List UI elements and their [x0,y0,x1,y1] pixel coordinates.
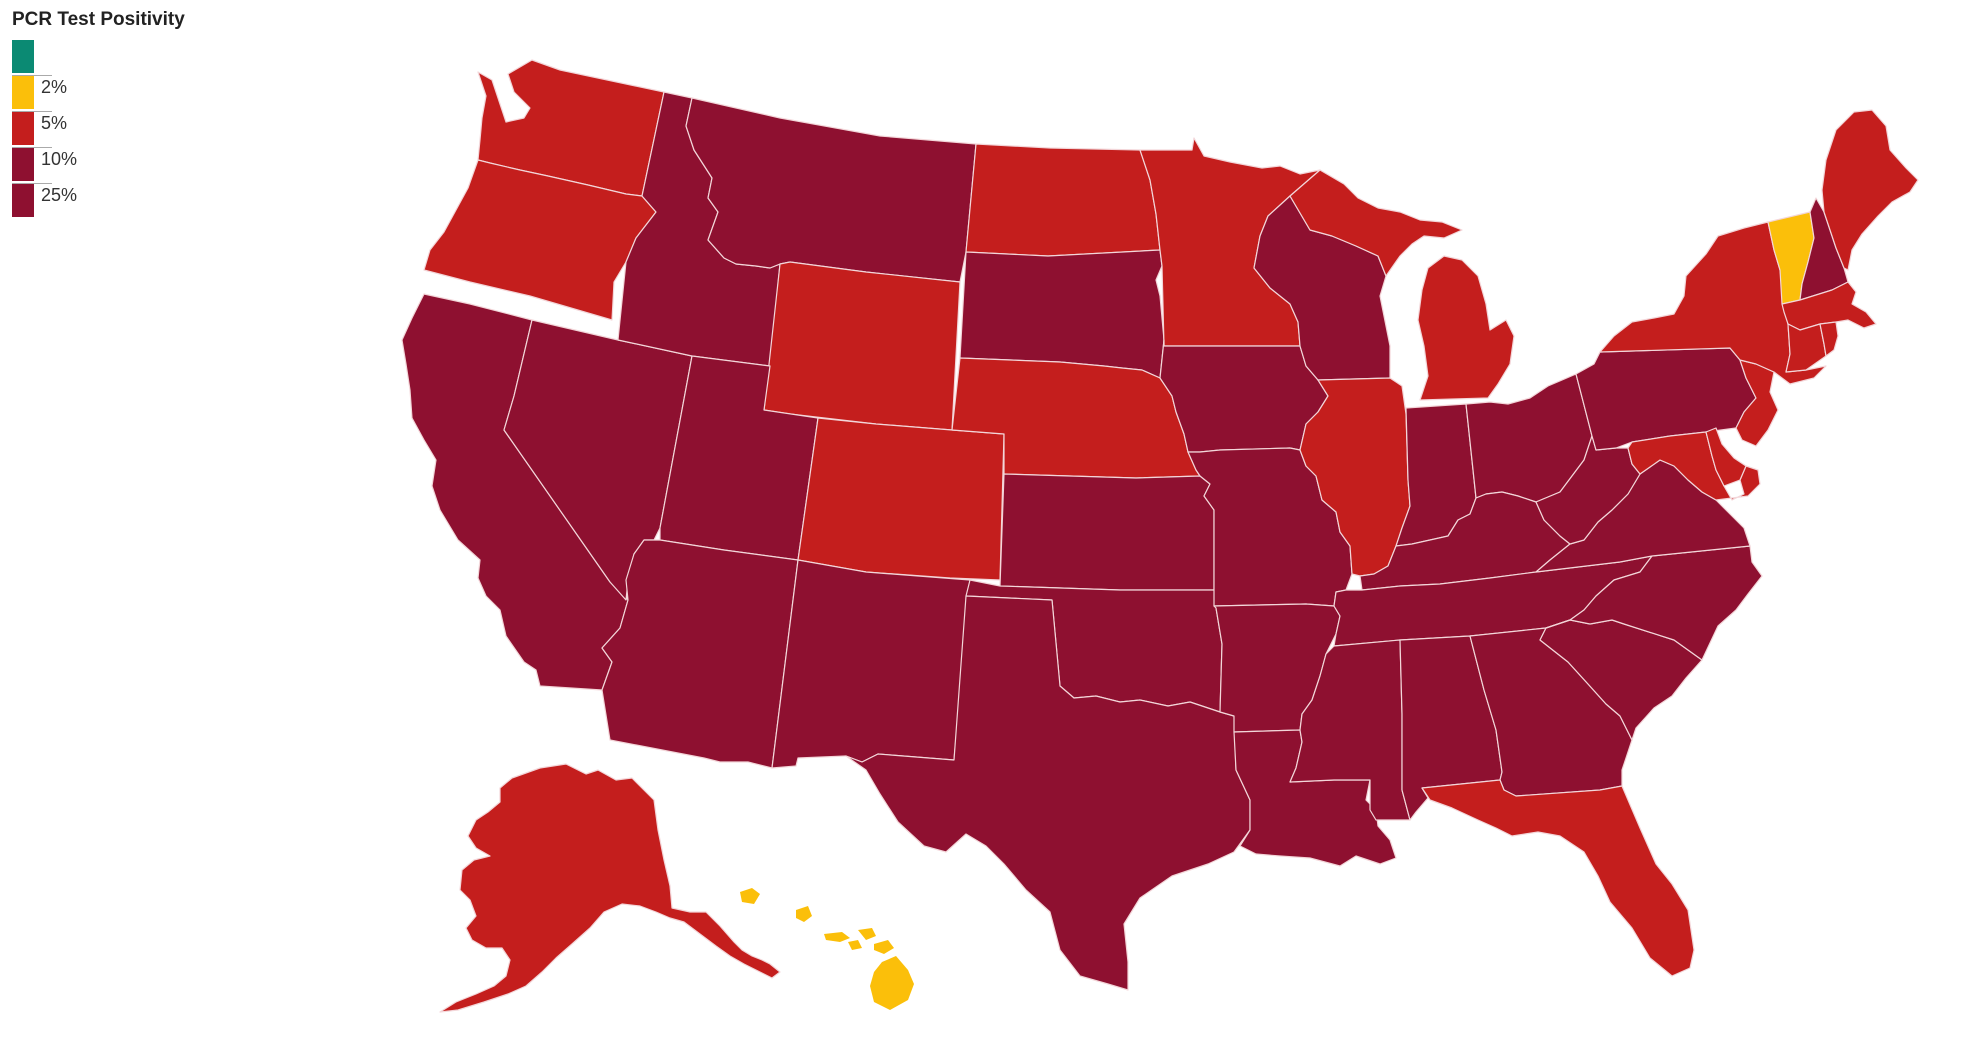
legend-swatch-25plus [12,184,34,218]
state-KS[interactable] [999,473,1215,591]
legend-tick [12,111,52,112]
legend-swatch-lt2 [12,40,34,74]
legend-tick [12,183,52,184]
state-DE[interactable] [1705,427,1747,487]
legend-label-2: 2% [41,77,68,97]
state-MI[interactable] [1289,169,1515,401]
legend-tick [12,75,52,76]
state-CT[interactable] [1785,323,1827,373]
state-PA[interactable] [1575,347,1757,451]
state-RI[interactable] [1819,321,1839,357]
state-FL[interactable] [1421,779,1695,977]
state-NM[interactable] [771,559,971,769]
state-CO[interactable] [797,417,1005,581]
legend-swatch-2to5 [12,76,34,110]
state-ND[interactable] [965,143,1161,257]
legend-label-25: 25% [41,185,78,205]
state-TX[interactable] [845,595,1251,991]
state-MT[interactable] [685,97,977,283]
legend-scale: 2% 5% 10% 25% [12,40,232,220]
legend-title: PCR Test Positivity [12,9,185,30]
legend-label-5: 5% [41,113,68,133]
legend-swatch-5to10 [12,112,34,146]
state-NC[interactable] [1545,545,1763,661]
state-ME[interactable] [1821,109,1919,271]
state-WY[interactable] [763,261,961,431]
legend-label-10: 10% [41,149,78,169]
state-OR[interactable] [423,159,657,321]
state-AK[interactable] [439,763,781,1013]
state-HI[interactable] [740,888,914,1010]
state-AZ[interactable] [601,539,799,769]
legend-swatch-10to25 [12,148,34,182]
state-MO[interactable] [1187,447,1353,607]
legend-tick [12,147,52,148]
legend: PCR Test Positivity 2% 5% 10% 25% [12,8,232,220]
